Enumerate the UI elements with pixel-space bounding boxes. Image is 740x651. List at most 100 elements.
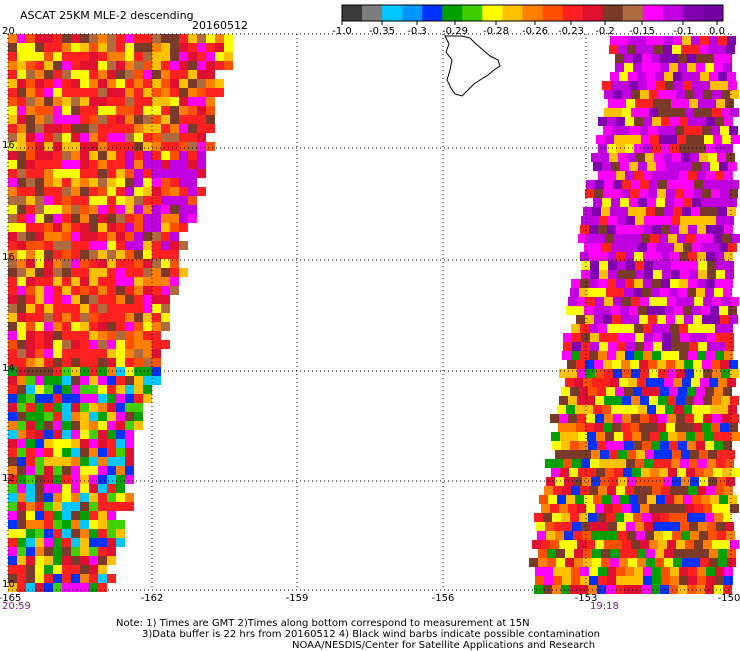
data-cell [560,468,569,477]
data-cell [682,36,691,45]
data-cell [89,160,98,169]
data-cell [678,387,687,396]
data-cell [714,54,723,63]
data-cell [644,333,653,342]
data-cell [35,466,44,475]
data-cell [553,576,562,585]
data-cell [107,286,116,295]
data-cell [620,198,629,207]
data-cell [658,180,667,189]
data-cell [656,495,665,504]
data-cell [80,358,89,367]
data-cell [17,295,26,304]
data-cell [26,331,35,340]
data-cell [98,331,107,340]
lat-label-10: 10 [2,579,15,590]
lat-label-18: 16 [2,140,15,151]
data-cell [62,430,71,439]
data-cell [699,153,708,162]
data-cell [161,124,170,133]
data-cell [598,225,607,234]
data-cell [152,178,161,187]
data-cell [662,99,671,108]
data-cell [623,468,632,477]
data-cell [590,261,599,270]
data-cell [717,531,726,540]
data-cell [80,178,89,187]
data-cell [670,117,679,126]
data-cell [575,306,584,315]
data-cell [116,61,125,70]
data-cell [170,286,179,295]
data-cell [662,216,671,225]
data-cell [8,322,17,331]
data-cell [215,61,224,70]
data-cell [152,376,161,385]
data-cell [566,306,575,315]
data-cell [634,279,643,288]
data-cell [693,126,702,135]
data-cell [26,70,35,79]
data-cell [98,565,107,574]
data-cell [62,376,71,385]
data-cell [570,585,579,594]
data-cell [71,457,80,466]
data-cell [613,414,622,423]
data-cell [622,180,631,189]
data-cell [62,250,71,259]
data-cell [116,241,125,250]
data-cell [657,423,666,432]
data-cell [701,495,710,504]
data-cell [8,286,17,295]
data-cell [89,565,98,574]
data-cell [699,45,708,54]
data-cell [161,70,170,79]
data-cell [116,538,125,547]
data-cell [631,90,640,99]
data-cell [116,493,125,502]
data-cell [62,43,71,52]
data-cell [8,205,17,214]
data-cell [667,504,676,513]
data-cell [702,360,711,369]
data-cell [143,52,152,61]
data-cell [179,115,188,124]
data-cell [649,504,658,513]
data-cell [707,261,716,270]
data-cell [26,205,35,214]
data-cell [134,394,143,403]
data-cell [653,216,662,225]
data-cell [696,387,705,396]
data-cell [590,522,599,531]
data-cell [125,133,134,142]
data-cell [604,540,613,549]
data-cell [653,522,662,531]
data-cell [44,52,53,61]
data-cell [17,475,26,484]
data-cell [161,232,170,241]
data-cell [700,207,709,216]
data-cell [614,468,623,477]
data-cell [551,468,560,477]
data-cell [44,250,53,259]
data-cell [62,169,71,178]
data-cell [71,412,80,421]
data-cell [668,432,677,441]
data-cell [577,414,586,423]
data-cell [720,126,729,135]
data-cell [730,108,739,117]
data-cell [44,295,53,304]
data-cell [626,261,635,270]
data-cell [647,306,656,315]
data-cell [604,504,613,513]
data-cell [715,279,724,288]
data-cell [206,52,215,61]
data-cell [44,457,53,466]
data-cell [649,108,658,117]
data-cell [206,124,215,133]
data-cell [645,477,654,486]
data-cell [161,52,170,61]
data-cell [714,63,723,72]
data-cell [53,286,62,295]
data-cell [674,162,683,171]
